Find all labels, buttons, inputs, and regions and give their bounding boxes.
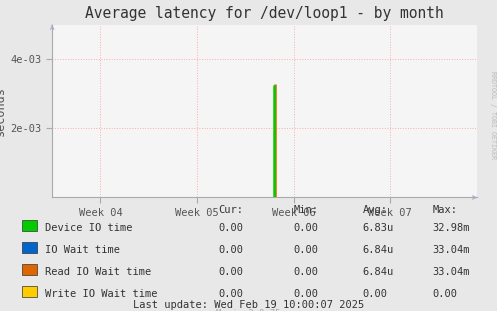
Text: 0.00: 0.00: [219, 290, 244, 299]
Text: 6.84u: 6.84u: [363, 245, 394, 255]
Text: 0.00: 0.00: [293, 223, 318, 233]
Text: 0.00: 0.00: [363, 290, 388, 299]
Text: 0.00: 0.00: [432, 290, 457, 299]
Bar: [22, 264, 37, 275]
Text: Read IO Wait time: Read IO Wait time: [45, 267, 151, 277]
Text: 0.00: 0.00: [219, 245, 244, 255]
Text: Cur:: Cur:: [219, 206, 244, 216]
Y-axis label: seconds: seconds: [0, 86, 6, 136]
Text: RRDTOOL / TOBI OETIKER: RRDTOOL / TOBI OETIKER: [490, 71, 496, 159]
Text: 32.98m: 32.98m: [432, 223, 470, 233]
Text: 6.83u: 6.83u: [363, 223, 394, 233]
Text: 33.04m: 33.04m: [432, 267, 470, 277]
Text: 0.00: 0.00: [219, 223, 244, 233]
Text: Min:: Min:: [293, 206, 318, 216]
Bar: [22, 220, 37, 231]
Bar: [22, 286, 37, 297]
Text: Last update: Wed Feb 19 10:00:07 2025: Last update: Wed Feb 19 10:00:07 2025: [133, 300, 364, 310]
Text: IO Wait time: IO Wait time: [45, 245, 120, 255]
Text: 33.04m: 33.04m: [432, 245, 470, 255]
Text: Munin 2.0.75: Munin 2.0.75: [216, 309, 281, 311]
Text: Device IO time: Device IO time: [45, 223, 132, 233]
Title: Average latency for /dev/loop1 - by month: Average latency for /dev/loop1 - by mont…: [85, 6, 444, 21]
Bar: [22, 242, 37, 253]
Text: Write IO Wait time: Write IO Wait time: [45, 290, 157, 299]
Text: 0.00: 0.00: [293, 245, 318, 255]
Text: 0.00: 0.00: [293, 290, 318, 299]
Text: 0.00: 0.00: [293, 267, 318, 277]
Text: Avg:: Avg:: [363, 206, 388, 216]
Text: Max:: Max:: [432, 206, 457, 216]
Text: 6.84u: 6.84u: [363, 267, 394, 277]
Text: 0.00: 0.00: [219, 267, 244, 277]
